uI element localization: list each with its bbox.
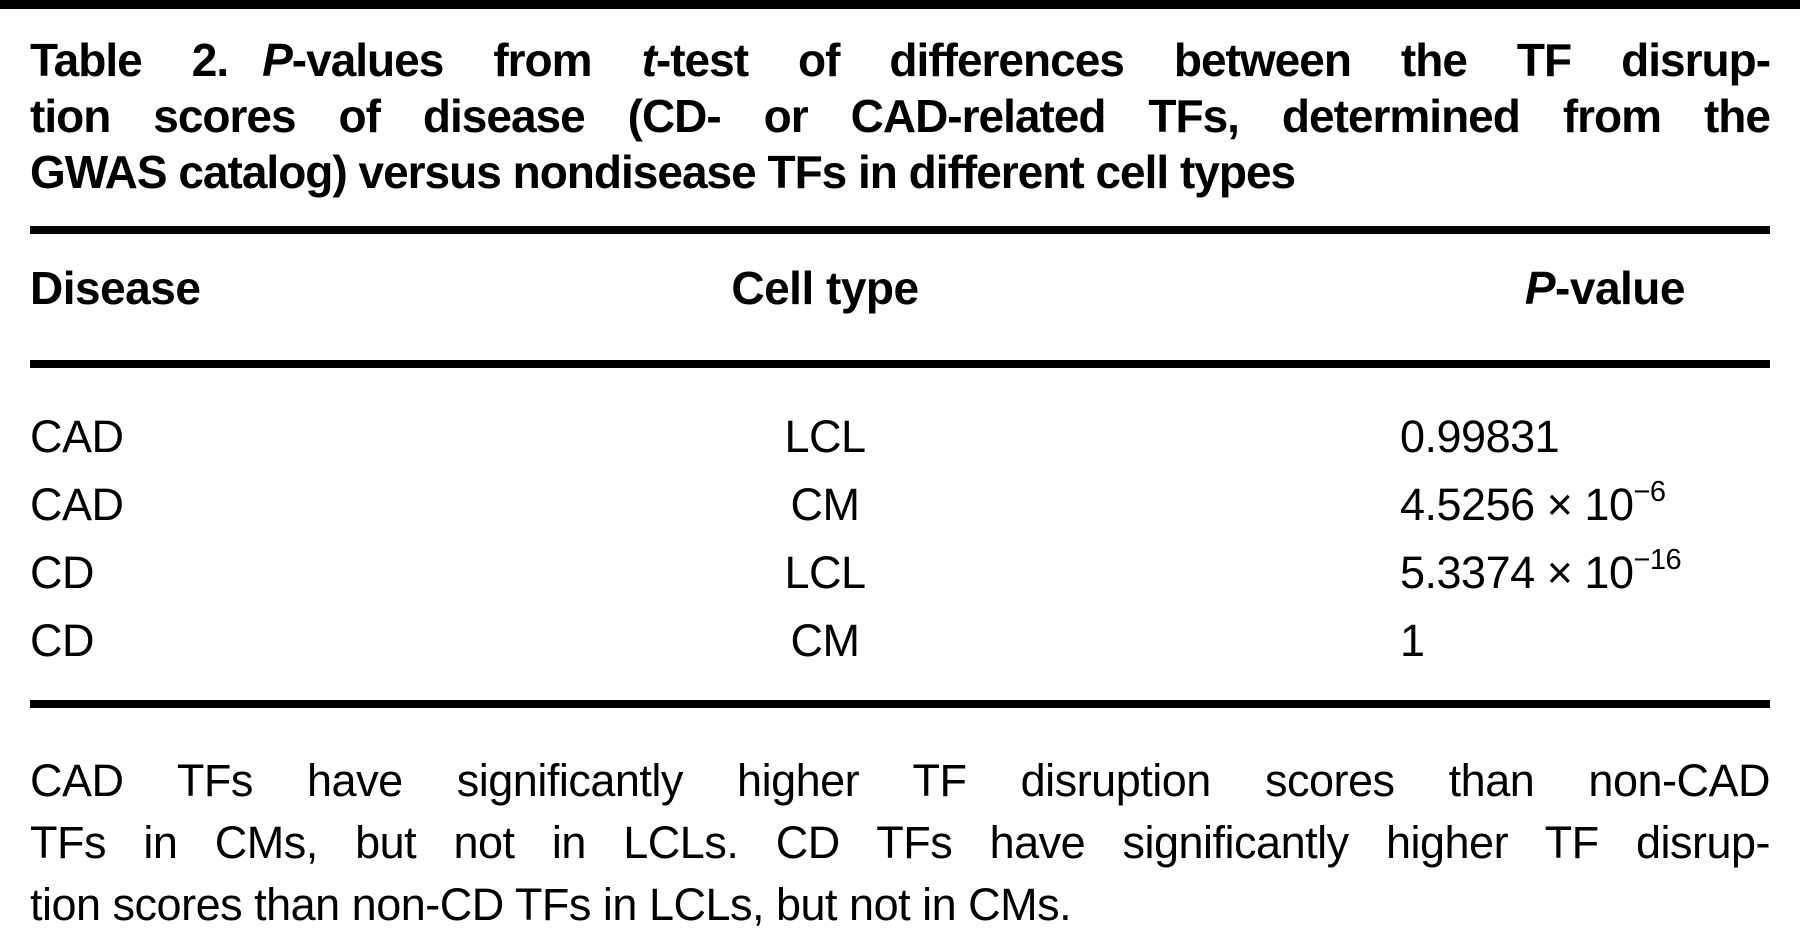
cell-disease: CD xyxy=(30,615,95,666)
footnote-line-2: TFs in CMs, but not in LCLs. CD TFs have… xyxy=(30,817,1771,868)
table-title-line-2: tion scores of disease (CD- or CAD-relat… xyxy=(30,90,1771,142)
cell-p-value: 1 xyxy=(1090,610,1770,678)
p-value-base: 4.5256 × 10 xyxy=(1400,479,1634,530)
table-body: CAD LCL 0.99831 CAD CM 4.5256 × 10−6 CD … xyxy=(30,406,1770,678)
cell-disease: CAD xyxy=(30,479,124,530)
table-footnote: CAD TFs have significantly higher TF dis… xyxy=(30,750,1771,936)
p-value-base: 1 xyxy=(1400,615,1425,666)
table-row: CAD LCL 0.99831 xyxy=(30,406,1770,474)
header-italic-p: P xyxy=(1524,262,1556,314)
title-text-after-p: -values from xyxy=(291,34,642,86)
title-italic-p: P xyxy=(262,34,293,86)
cell-cell-type: LCL xyxy=(784,411,866,462)
cell-p-value: 0.99831 xyxy=(1090,406,1770,474)
cell-disease: CAD xyxy=(30,411,124,462)
table-top-rule xyxy=(0,0,1800,9)
cell-cell-type: CM xyxy=(790,615,860,666)
table-row: CAD CM 4.5256 × 10−6 xyxy=(30,474,1770,542)
header-p-value-rest: -value xyxy=(1555,262,1685,314)
table-title-line-3: GWAS catalog) versus nondisease TFs in d… xyxy=(30,146,1296,198)
cell-disease: CD xyxy=(30,547,95,598)
p-value-base: 0.99831 xyxy=(1400,411,1560,462)
p-value-exponent: −16 xyxy=(1633,544,1682,576)
cell-p-value: 4.5256 × 10−6 xyxy=(1090,474,1770,542)
column-header-disease: Disease xyxy=(30,262,201,314)
column-header-cell-type: Cell type xyxy=(731,262,919,314)
table-title: Table 2. P-values from t-test of differen… xyxy=(30,32,1771,200)
cell-cell-type: CM xyxy=(790,479,860,530)
title-italic-t: t xyxy=(641,34,657,86)
table-row: CD CM 1 xyxy=(30,610,1770,678)
table-title-line-1: Table 2. P-values from t-test of differen… xyxy=(30,32,1771,88)
column-header-p-value: P-value xyxy=(1090,260,1770,316)
table-row: CD LCL 5.3374 × 10−16 xyxy=(30,542,1770,610)
title-text-after-t: -test of differences between the TF disr… xyxy=(655,34,1771,86)
rule-below-header xyxy=(30,360,1770,368)
cell-p-value: 5.3374 × 10−16 xyxy=(1090,542,1770,610)
p-value-exponent: −6 xyxy=(1633,476,1666,508)
rule-below-title xyxy=(30,226,1770,234)
cell-cell-type: LCL xyxy=(784,547,866,598)
footnote-line-3: tion scores than non-CD TFs in LCLs, but… xyxy=(30,879,1072,930)
p-value-base: 5.3374 × 10 xyxy=(1400,547,1634,598)
table-label: Table 2. xyxy=(30,34,229,86)
table-header-row: Disease Cell type P-value xyxy=(30,260,1770,316)
footnote-line-1: CAD TFs have significantly higher TF dis… xyxy=(30,755,1771,806)
rule-below-body xyxy=(30,700,1770,708)
